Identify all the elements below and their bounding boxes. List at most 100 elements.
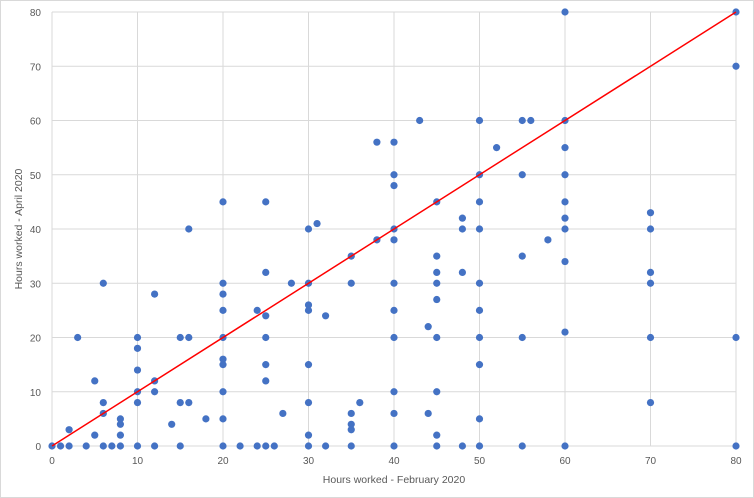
- data-point: [646, 209, 655, 217]
- data-point: [262, 312, 270, 320]
- data-point: [236, 442, 244, 450]
- data-point: [322, 312, 330, 320]
- x-tick-label: 20: [217, 456, 229, 467]
- data-point: [518, 252, 526, 260]
- data-point: [99, 442, 107, 450]
- data-point: [561, 171, 569, 179]
- data-point: [262, 268, 270, 276]
- x-axis-title: Hours worked - February 2020: [323, 474, 466, 486]
- data-point: [262, 377, 270, 385]
- data-point: [390, 138, 398, 146]
- data-point: [433, 279, 441, 287]
- data-point: [322, 442, 330, 450]
- x-tick-label: 70: [645, 456, 657, 467]
- data-point: [168, 420, 176, 428]
- data-point: [561, 328, 569, 336]
- data-point: [287, 279, 295, 287]
- data-point: [133, 442, 142, 450]
- data-point: [185, 225, 193, 233]
- data-point: [493, 144, 501, 152]
- data-point: [561, 214, 569, 222]
- data-point: [108, 442, 116, 450]
- data-point: [304, 431, 313, 439]
- data-point: [390, 388, 398, 396]
- data-point: [646, 399, 655, 407]
- data-point: [99, 399, 107, 407]
- data-point: [390, 171, 398, 179]
- data-point: [219, 290, 227, 298]
- data-point: [304, 225, 313, 233]
- data-point: [561, 225, 569, 233]
- data-point: [475, 279, 484, 287]
- data-point: [416, 116, 424, 125]
- y-tick-label: 70: [30, 62, 42, 73]
- data-point: [390, 442, 398, 450]
- x-tick-label: 80: [730, 456, 742, 467]
- data-points: [48, 8, 740, 450]
- data-point: [253, 442, 261, 450]
- data-point: [390, 236, 398, 244]
- x-tick-label: 10: [132, 456, 144, 467]
- data-point: [185, 399, 193, 407]
- data-point: [116, 420, 124, 428]
- data-point: [99, 279, 107, 287]
- data-point: [646, 333, 655, 342]
- data-point: [65, 442, 73, 450]
- data-point: [262, 333, 270, 342]
- data-point: [151, 388, 159, 396]
- data-point: [74, 333, 82, 342]
- data-point: [151, 290, 159, 298]
- data-point: [116, 415, 124, 423]
- data-point: [270, 442, 278, 450]
- data-point: [561, 257, 569, 266]
- data-point: [347, 279, 355, 287]
- data-point: [176, 442, 184, 450]
- data-point: [518, 116, 526, 125]
- data-point: [390, 306, 398, 314]
- data-point: [646, 225, 655, 233]
- data-point: [732, 442, 740, 450]
- y-tick-label: 60: [30, 117, 42, 128]
- data-point: [458, 442, 466, 450]
- data-point: [91, 431, 99, 439]
- data-point: [732, 62, 740, 70]
- data-point: [304, 361, 313, 369]
- data-point: [475, 442, 484, 450]
- y-tick-label: 30: [30, 279, 42, 290]
- data-point: [65, 426, 73, 434]
- data-point: [518, 442, 526, 450]
- data-point: [475, 333, 484, 342]
- data-point: [356, 399, 364, 407]
- data-point: [262, 442, 270, 450]
- y-tick-label: 50: [30, 171, 42, 182]
- data-point: [347, 442, 355, 450]
- data-point: [561, 442, 569, 450]
- data-point: [253, 306, 261, 314]
- data-point: [219, 388, 227, 396]
- data-point: [433, 295, 441, 304]
- x-tick-label: 60: [559, 456, 571, 467]
- data-point: [475, 306, 484, 314]
- data-point: [527, 116, 535, 125]
- data-point: [390, 333, 398, 342]
- data-point: [475, 361, 484, 369]
- data-point: [424, 409, 432, 418]
- data-point: [646, 268, 655, 276]
- data-point: [475, 415, 484, 423]
- y-tick-label: 20: [30, 334, 42, 345]
- x-tick-label: 30: [303, 456, 315, 467]
- data-point: [202, 415, 210, 423]
- data-point: [304, 399, 313, 407]
- y-tick-label: 0: [35, 442, 41, 453]
- data-point: [219, 442, 227, 450]
- data-point: [304, 306, 313, 314]
- data-point: [133, 344, 142, 352]
- data-point: [433, 431, 441, 439]
- data-point: [347, 420, 355, 428]
- x-tick-labels: 0 10 20 30 40 50 60 70 80: [49, 456, 742, 467]
- data-point: [475, 198, 484, 206]
- data-point: [176, 333, 184, 342]
- y-tick-label: 80: [30, 8, 42, 19]
